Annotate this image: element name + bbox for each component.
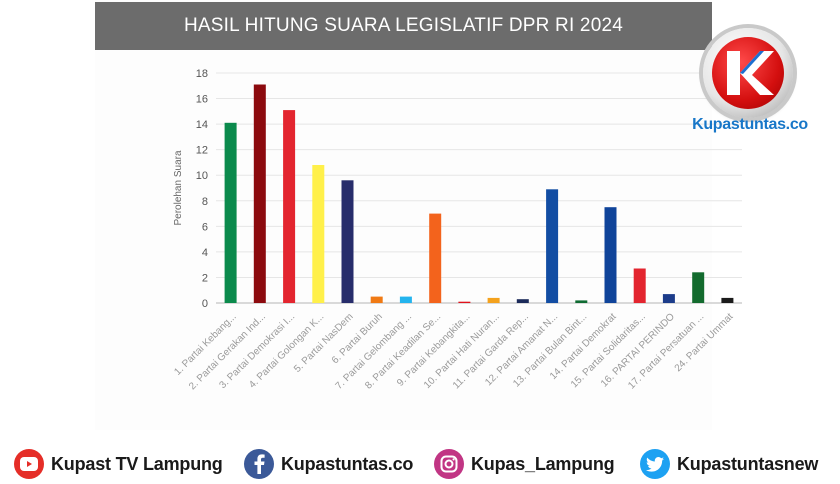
bar[interactable] [662, 294, 675, 303]
social-facebook-label: Kupastuntas.co [281, 453, 414, 474]
y-tick-label: 12 [196, 145, 208, 157]
y-tick-label: 18 [196, 68, 208, 80]
y-tick-label: 6 [202, 221, 208, 233]
brand-name: Kupastuntas.co [692, 116, 808, 133]
bar[interactable] [370, 296, 383, 303]
bar[interactable] [283, 110, 296, 303]
bar[interactable] [487, 297, 500, 303]
grid-lines [216, 72, 742, 304]
bar[interactable] [546, 189, 559, 303]
bar[interactable] [253, 84, 266, 304]
bar[interactable] [224, 122, 237, 303]
bar[interactable] [692, 272, 705, 303]
y-tick-label: 8 [202, 196, 208, 208]
facebook-icon [244, 449, 274, 479]
social-facebook[interactable]: Kupastuntas.co [244, 447, 413, 481]
x-axis-ticks: 1. Partai Kebang...2. Partai Gerakan Ind… [172, 311, 735, 392]
y-axis-label: Perolehan Suara [173, 150, 184, 225]
bar[interactable] [633, 268, 646, 304]
y-tick-label: 0 [202, 298, 208, 310]
bar[interactable] [341, 180, 354, 303]
social-youtube-label: Kupast TV Lampung [51, 453, 223, 474]
bar-chart: 0 2 4 6 8 10 12 14 16 18 Perolehan Suara 1. Parta… [172, 68, 742, 392]
y-tick-label: 10 [196, 170, 208, 182]
social-instagram-label: Kupas_Lampung [471, 453, 615, 474]
bar[interactable] [575, 300, 588, 303]
y-tick-label: 16 [196, 94, 208, 106]
social-links: Kupast TV Lampung Kupastuntas.co Kupas_L… [0, 447, 840, 481]
bar[interactable] [458, 301, 471, 303]
bar[interactable] [516, 299, 529, 303]
bar[interactable] [429, 213, 442, 303]
social-instagram[interactable]: Kupas_Lampung [434, 447, 615, 481]
y-tick-label: 2 [202, 272, 208, 284]
instagram-icon [434, 449, 464, 479]
x-tick-label: 6. Partai Buruh [330, 311, 385, 366]
twitter-icon [640, 449, 670, 479]
y-tick-label: 14 [196, 119, 208, 131]
social-twitter[interactable]: Kupastuntasnew [640, 447, 818, 481]
y-axis-ticks: 0 2 4 6 8 10 12 14 16 18 [196, 68, 208, 310]
kupastuntas-logo [703, 28, 793, 118]
bars [224, 84, 734, 304]
social-twitter-label: Kupastuntasnew [677, 453, 819, 474]
youtube-icon [14, 449, 44, 479]
chart-title: HASIL HITUNG SUARA LEGISLATIF DPR RI 202… [95, 2, 712, 50]
y-tick-label: 4 [202, 247, 208, 259]
bar[interactable] [399, 296, 412, 303]
bar[interactable] [312, 165, 325, 303]
bar[interactable] [721, 297, 734, 303]
bar[interactable] [604, 207, 617, 303]
social-youtube[interactable]: Kupast TV Lampung [14, 447, 223, 481]
k-letter-icon [727, 51, 774, 95]
